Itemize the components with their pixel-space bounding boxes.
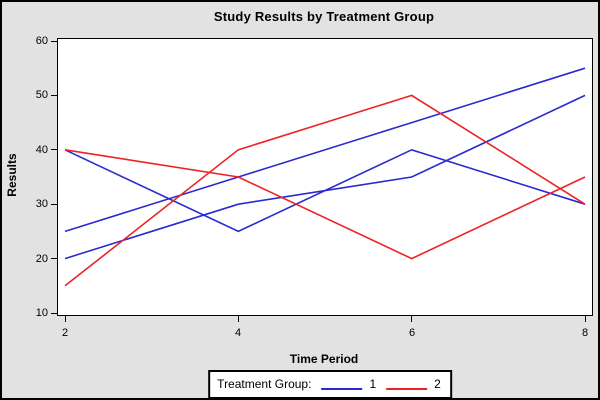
y-tick-mark <box>51 204 57 205</box>
chart-title: Study Results by Treatment Group <box>213 9 435 24</box>
series-line-4-group-2 <box>64 149 586 260</box>
legend-title: Treatment Group: <box>217 376 312 391</box>
plot-area <box>57 38 593 316</box>
x-axis-label: Time Period <box>289 352 359 366</box>
y-tick-mark <box>51 313 57 314</box>
series-line-2-group-1 <box>64 67 586 233</box>
series-line-3-group-1 <box>64 94 586 260</box>
x-tick-mark <box>585 316 586 322</box>
x-tick-label: 2 <box>61 327 69 339</box>
legend-line-swatch-group-1 <box>321 387 363 390</box>
y-tick-label: 30 <box>35 198 48 210</box>
x-tick-mark <box>411 316 412 322</box>
y-tick-label: 40 <box>35 144 48 156</box>
y-tick-mark <box>51 95 57 96</box>
y-tick-label: 10 <box>35 307 48 319</box>
legend-entry-label: 1 <box>369 376 377 391</box>
x-tick-mark <box>65 316 66 322</box>
x-tick-label: 4 <box>234 327 242 339</box>
y-tick-mark <box>51 149 57 150</box>
x-tick-label: 6 <box>408 327 416 339</box>
legend-entry: 1 <box>321 377 376 391</box>
y-tick-label: 20 <box>35 253 48 265</box>
y-axis-label: Results <box>5 153 19 197</box>
x-tick-mark <box>238 316 239 322</box>
legend: Treatment Group: 1 2 <box>208 370 452 398</box>
series-line-5-group-2 <box>64 94 586 287</box>
legend-line-swatch-group-2 <box>386 387 428 390</box>
y-tick-mark <box>51 41 57 42</box>
y-tick-label: 50 <box>35 89 48 101</box>
y-tick-label: 60 <box>35 35 48 47</box>
legend-entry-label: 2 <box>434 376 441 391</box>
x-tick-label: 8 <box>581 327 589 339</box>
legend-entry: 2 <box>386 377 441 391</box>
series-svg <box>64 67 586 287</box>
y-tick-mark <box>51 258 57 259</box>
